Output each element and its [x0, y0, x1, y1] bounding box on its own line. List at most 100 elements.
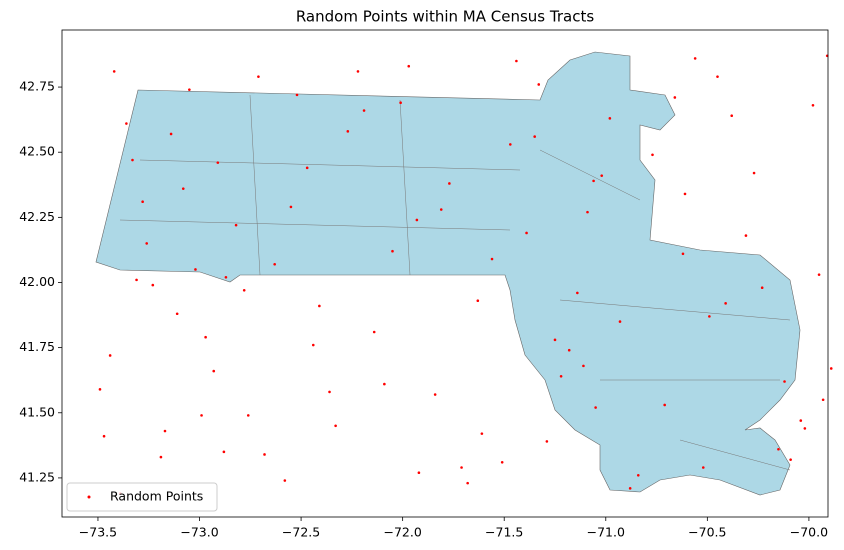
legend-box — [66, 482, 218, 512]
point — [415, 218, 419, 222]
point — [112, 70, 116, 73]
point — [663, 403, 666, 407]
point — [618, 320, 622, 323]
point — [480, 432, 484, 435]
point — [681, 252, 685, 256]
point — [448, 182, 451, 185]
y-tick-label: 41.25 — [19, 469, 55, 484]
point — [752, 171, 756, 175]
point — [362, 109, 366, 112]
point — [257, 75, 260, 78]
point — [399, 101, 402, 104]
point — [289, 205, 293, 209]
point — [760, 286, 764, 290]
point — [576, 291, 579, 295]
point — [693, 57, 697, 60]
point — [651, 153, 654, 157]
point — [594, 406, 597, 409]
point — [476, 299, 480, 303]
point — [716, 75, 719, 78]
point — [701, 466, 705, 469]
y-tick-label: 42.00 — [19, 274, 55, 289]
massachusetts-tracts — [95, 51, 801, 496]
point — [169, 132, 173, 136]
point — [242, 289, 246, 292]
point — [600, 174, 604, 177]
point — [466, 481, 469, 485]
point — [222, 450, 226, 454]
legend: Random Points — [66, 482, 218, 512]
point — [586, 210, 589, 214]
point — [318, 304, 321, 308]
point — [181, 187, 185, 190]
point — [305, 166, 309, 170]
point — [151, 283, 155, 287]
x-tick-label: −73.0 — [180, 525, 218, 540]
x-tick-label: −71.0 — [587, 525, 625, 540]
point — [356, 70, 360, 73]
point — [673, 96, 677, 99]
point — [295, 93, 299, 97]
point — [125, 122, 128, 125]
x-tick-label: −73.5 — [79, 525, 117, 540]
tract-boundaries — [119, 94, 791, 471]
point — [608, 117, 612, 120]
axes-frame — [61, 29, 829, 518]
point — [131, 158, 134, 162]
point — [216, 161, 220, 164]
x-tick-label: −71.5 — [485, 525, 523, 540]
x-tick-label: −70.0 — [790, 525, 828, 540]
point — [582, 364, 585, 368]
x-tick-label: −72.5 — [282, 525, 320, 540]
point — [391, 249, 394, 253]
point — [346, 130, 350, 133]
point — [490, 257, 494, 261]
point — [145, 242, 149, 245]
point — [383, 382, 386, 386]
point — [204, 335, 207, 339]
point — [159, 455, 163, 459]
point — [559, 374, 563, 378]
point — [628, 487, 632, 490]
y-tick-label: 42.25 — [19, 209, 55, 224]
legend-label: Random Points — [110, 489, 203, 504]
point — [821, 398, 825, 402]
x-tick-label: −72.0 — [383, 525, 421, 540]
y-tick-label: 42.50 — [19, 144, 55, 159]
point — [141, 200, 144, 204]
point — [194, 268, 197, 271]
point — [433, 393, 437, 396]
point — [509, 143, 512, 146]
point — [730, 114, 734, 118]
point — [175, 312, 179, 316]
point — [417, 471, 421, 475]
point — [777, 447, 780, 451]
point — [200, 414, 203, 417]
chart-title: Random Points within MA Census Tracts — [296, 8, 594, 26]
point — [98, 388, 102, 391]
point — [234, 223, 238, 227]
point — [553, 338, 557, 342]
point — [545, 440, 549, 443]
point — [500, 460, 504, 464]
point — [799, 419, 803, 422]
point — [102, 434, 106, 438]
point — [460, 466, 463, 469]
plot-area — [98, 54, 833, 495]
point — [263, 453, 266, 456]
point — [372, 330, 376, 334]
point — [683, 192, 687, 196]
point — [592, 179, 595, 183]
point — [829, 367, 833, 370]
point — [636, 474, 640, 477]
point — [108, 354, 112, 357]
point — [334, 424, 337, 428]
point — [744, 234, 748, 237]
point — [212, 369, 216, 373]
point — [283, 479, 287, 482]
point — [163, 429, 167, 433]
point — [789, 458, 792, 461]
point — [188, 88, 191, 91]
y-tick-label: 42.75 — [19, 79, 55, 94]
